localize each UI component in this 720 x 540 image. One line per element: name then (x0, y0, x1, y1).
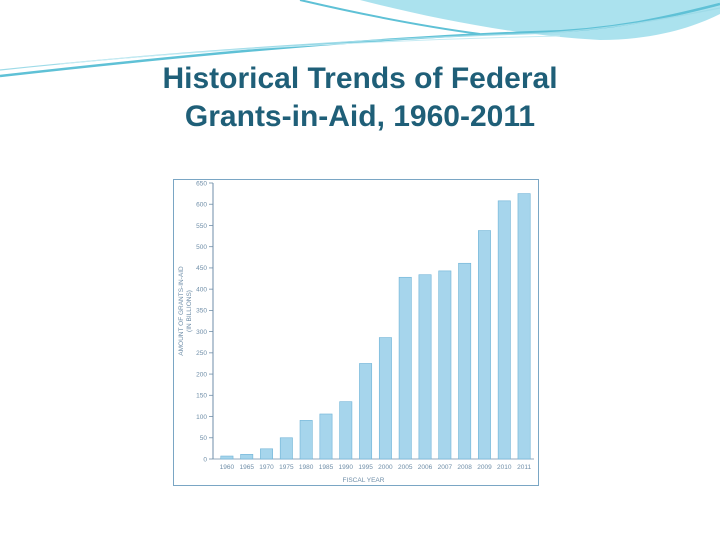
x-tick-label: 1965 (239, 464, 254, 471)
x-tick-label: 2008 (457, 464, 472, 471)
y-tick-label: 200 (196, 371, 207, 378)
x-tick-label: 1995 (358, 464, 373, 471)
y-tick-label: 300 (196, 329, 207, 336)
y-tick-label: 400 (196, 286, 207, 293)
x-tick-label: 1985 (319, 464, 334, 471)
x-tick-label: 2010 (497, 464, 512, 471)
x-tick-label: 2005 (398, 464, 413, 471)
slide-title: Historical Trends of Federal Grants-in-A… (0, 60, 720, 136)
y-tick-label: 550 (196, 223, 207, 230)
bar-1960 (220, 455, 234, 460)
bar-1980 (299, 420, 313, 460)
x-tick-label: 1980 (299, 464, 314, 471)
slide-title-line-1: Historical Trends of Federal (162, 62, 558, 95)
y-axis-units: (IN BILLIONS) (186, 290, 193, 332)
x-tick-label: 2011 (517, 464, 531, 471)
bar-1995 (359, 363, 373, 460)
bar-1970 (260, 448, 273, 460)
y-tick-label: 0 (203, 456, 207, 463)
x-tick-label: 2000 (378, 464, 393, 471)
x-tick-label: 1990 (339, 464, 354, 471)
y-tick-label: 600 (196, 202, 207, 209)
bar-2010 (497, 200, 511, 460)
bar-2008 (458, 262, 472, 460)
bar-2000 (378, 337, 392, 460)
x-tick-label: 2007 (438, 464, 453, 471)
chart-frame: 0 50 100 150 200 250 300 350 400 450 500 550 600 650 1… (173, 179, 539, 486)
bar-1965 (240, 454, 254, 460)
bar-1975 (279, 437, 293, 460)
x-axis-title: FISCAL YEAR (343, 477, 385, 484)
y-tick-label: 50 (200, 435, 208, 442)
y-tick-label: 450 (196, 265, 207, 272)
bar-2006 (418, 274, 432, 460)
bar-2011 (517, 193, 531, 460)
bar-2007 (438, 270, 452, 460)
y-tick-label: 150 (196, 393, 207, 400)
x-tick-label: 1970 (259, 464, 274, 471)
y-tick-label: 650 (196, 180, 207, 187)
x-tick-label: 2006 (418, 464, 433, 471)
x-tick-label: 1975 (279, 464, 294, 471)
y-tick-label: 250 (196, 350, 207, 357)
header-wave-decoration (0, 0, 720, 78)
bar-1985 (319, 413, 333, 460)
bar-1990 (339, 401, 353, 460)
bar-2009 (478, 230, 491, 460)
bar-2005 (398, 276, 412, 460)
slide-title-line-2: Grants-in-Aid, 1960-2011 (184, 100, 536, 133)
x-tick-label: 2009 (477, 464, 492, 471)
y-axis-title: AMOUNT OF GRANTS-IN-AID (178, 266, 185, 356)
y-tick-label: 100 (196, 414, 207, 421)
y-tick-label: 350 (196, 308, 207, 315)
x-tick-label: 1960 (220, 464, 235, 471)
grants-bar-chart: 0 50 100 150 200 250 300 350 400 450 500 550 600 650 1… (178, 180, 534, 484)
y-tick-label: 500 (196, 244, 207, 251)
